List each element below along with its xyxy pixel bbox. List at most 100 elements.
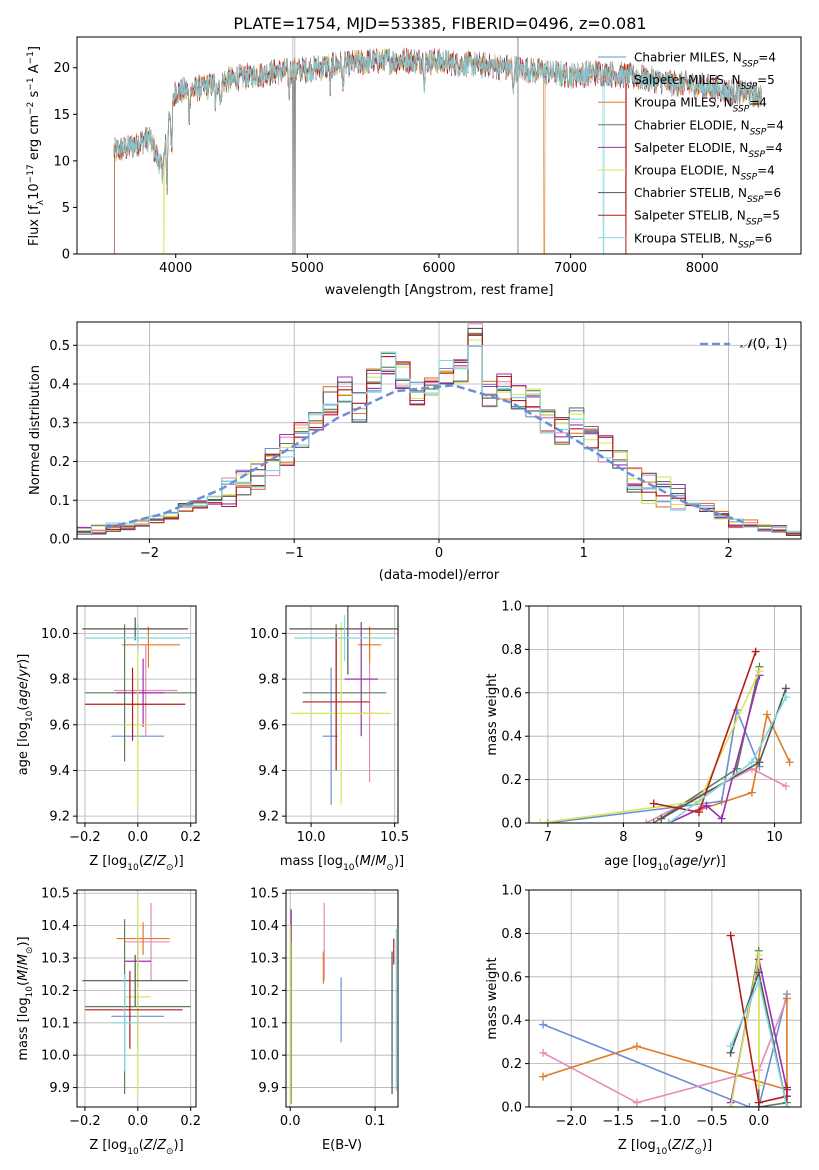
panel-age-vs-Z: −0.2 0.0 0.2 9.2 9.4 9.6 9.8 10.0 Z [log10(Z/Z⊙)… (16, 605, 201, 873)
marker-plus (642, 819, 651, 823)
marker-plus (726, 1103, 735, 1107)
mass-weight-line-salpeter-stelib (729, 935, 788, 1104)
y-axis-label: mass weight (485, 673, 500, 755)
plot-area-mass-weight-vs-Z (539, 931, 791, 1107)
y-tick-label: 10.2 (41, 984, 70, 999)
y-tick-label: 9.9 (49, 1081, 70, 1096)
marker-plus (754, 968, 763, 977)
y-tick-label: 0.0 (501, 817, 522, 832)
x-axis-label: Z [log10(Z/Z⊙)] (618, 1138, 712, 1157)
y-tick-label: 0.2 (49, 455, 70, 470)
marker-plus (726, 931, 735, 940)
x-tick-label: 10.5 (380, 830, 409, 845)
x-axis-label: Z [log10(Z/Z⊙)] (89, 854, 183, 873)
y-tick-label: 10 (53, 154, 70, 169)
legend-entry: Chabrier MILES, NSSP=4 (634, 51, 776, 70)
plot-area-spectrum (113, 37, 762, 254)
mass-weight-line-chabrier-stelib (660, 688, 787, 820)
marker-plus (539, 1048, 548, 1057)
marker-plus (649, 819, 658, 823)
panel-age-vs-mass: 10.0 10.5 9.2 9.4 9.6 9.8 10.0 mass [log10(M/M⊙… (250, 605, 409, 873)
marker-plus (695, 808, 703, 817)
marker-plus (755, 667, 764, 676)
legend-entry: Kroupa MILES, NSSP=4 (634, 96, 767, 115)
legend-entry: Salpeter MILES, NSSP=5 (634, 73, 775, 92)
y-tick-label: 10.1 (41, 1016, 70, 1031)
normal-reference-curve (105, 383, 744, 530)
x-tick-label: 10 (766, 830, 783, 845)
y-tick-label: 0.6 (501, 970, 522, 985)
x-tick-label: 4000 (159, 261, 192, 276)
marker-plus (763, 710, 771, 719)
marker-plus (754, 1098, 763, 1107)
x-axis-label: Z [log10(Z/Z⊙)] (89, 1138, 183, 1157)
x-tick-label: −1.0 (649, 1114, 681, 1129)
marker-plus (782, 994, 791, 1003)
y-tick-label: 15 (53, 108, 70, 123)
y-tick-label: 0 (62, 248, 70, 263)
x-tick-label: 5000 (291, 261, 324, 276)
marker-plus (702, 801, 711, 810)
y-tick-label: 9.8 (258, 673, 279, 688)
y-tick-label: 9.8 (49, 673, 70, 688)
x-tick-label: −0.2 (69, 830, 101, 845)
x-axis-label: E(B-V) (322, 1138, 362, 1153)
plot-area-age-vs-mass (289, 606, 398, 805)
x-tick-label: 0.2 (180, 830, 201, 845)
y-tick-label: 1.0 (501, 884, 522, 899)
axes-frame (285, 605, 399, 824)
x-tick-label: 0.0 (127, 1114, 148, 1129)
marker-plus (785, 758, 794, 767)
x-tick-label: 1 (580, 546, 588, 561)
legend-entry: Chabrier STELIB, NSSP=6 (634, 186, 781, 205)
panel-mass-vs-Z: −0.2 0.0 0.2 9.9 10.0 10.1 10.2 10.3 10.4 10.5 Z [… (16, 887, 201, 1157)
x-tick-label: −1.5 (602, 1114, 634, 1129)
x-axis-label: mass [log10(M/M⊙)] (280, 854, 404, 873)
marker-plus (536, 819, 545, 823)
mass-weight-line-kroupa-miles (542, 998, 788, 1091)
y-axis-label: Normed distribution (28, 365, 43, 495)
y-tick-label: 20 (53, 61, 70, 76)
y-tick-label: 9.2 (258, 810, 279, 825)
legend-entry: Kroupa STELIB, NSSP=6 (634, 231, 772, 250)
x-tick-label: −2.0 (555, 1114, 587, 1129)
y-tick-label: 10.5 (250, 887, 279, 902)
y-tick-label: 9.2 (49, 810, 70, 825)
mass-weight-line-chabrier-miles (542, 994, 788, 1107)
figure-title: PLATE=1754, MJD=53385, FIBERID=0496, z=0… (233, 14, 646, 33)
y-tick-label: 10.0 (41, 1049, 70, 1064)
mass-weight-line-chabrier-elodie (653, 666, 761, 823)
y-tick-label: 9.6 (49, 718, 70, 733)
x-tick-label: −0.5 (696, 1114, 728, 1129)
marker-plus (745, 1103, 754, 1107)
marker-plus (754, 951, 763, 960)
legend-entry: 𝒩(0, 1) (740, 337, 787, 352)
y-tick-label: 9.6 (258, 718, 279, 733)
y-axis-label: age [log10(age/yr)] (16, 654, 35, 776)
x-tick-label: −0.2 (69, 1114, 101, 1129)
marker-plus (754, 977, 763, 986)
plot-area-mass-vs-Z (82, 899, 191, 1095)
marker-plus (632, 1042, 641, 1051)
y-tick-label: 0.4 (501, 730, 522, 745)
y-tick-label: 0.4 (501, 1014, 522, 1029)
panel-residuals: −2 −1 0 1 2 0.0 0.1 0.2 0.3 0.4 0.5 (data-model)/er… (28, 321, 802, 583)
marker-plus (755, 758, 764, 767)
marker-plus (632, 1098, 641, 1107)
y-tick-label: 0.5 (49, 339, 70, 354)
x-tick-label: 0.0 (280, 1114, 301, 1129)
y-tick-label: 10.3 (250, 952, 279, 967)
y-tick-label: 0.0 (49, 533, 70, 548)
panel-mass-weight-vs-age: 7 8 9 10 0.0 0.2 0.4 0.6 0.8 1.0 age [log10(age/yr… (485, 600, 802, 873)
marker-plus (751, 647, 760, 656)
x-tick-label: 7000 (554, 261, 587, 276)
y-axis-label: mass [log10(M/M⊙)] (16, 936, 35, 1060)
marker-plus (717, 814, 726, 823)
x-axis-label: wavelength [Angstrom, rest frame] (325, 283, 554, 298)
x-tick-label: 8000 (686, 261, 719, 276)
panel-mass-weight-vs-Z: −2.0 −1.5 −1.0 −0.5 0.0 0.0 0.2 0.4 0.6 0.8 1.0 Z [… (485, 884, 802, 1157)
marker-plus (782, 1083, 791, 1092)
marker-plus (726, 1042, 735, 1051)
axes-frame (76, 605, 197, 824)
legend: Chabrier MILES, NSSP=4 Salpeter MILES, NS… (598, 51, 784, 250)
